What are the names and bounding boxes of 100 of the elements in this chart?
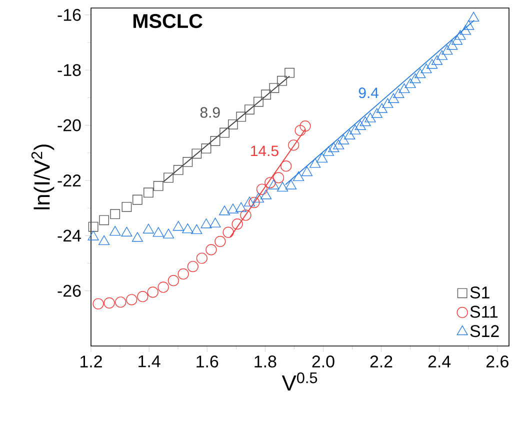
- point: [420, 63, 432, 74]
- point: [284, 68, 294, 78]
- point: [240, 210, 252, 221]
- point: [173, 165, 184, 175]
- point: [172, 221, 184, 231]
- point: [460, 25, 472, 35]
- point: [463, 20, 474, 30]
- point: [244, 196, 256, 206]
- point: [220, 128, 230, 138]
- point: [92, 298, 104, 310]
- point: [206, 244, 217, 256]
- point: [468, 12, 480, 22]
- annotation: 8.9: [200, 107, 220, 118]
- point: [316, 152, 328, 163]
- point: [122, 202, 132, 212]
- point: [182, 157, 193, 167]
- point: [388, 93, 400, 103]
- x-axis-title: V$^{0.5}$: [282, 372, 318, 391]
- point: [300, 120, 311, 132]
- point: [393, 88, 404, 98]
- point: [371, 108, 382, 118]
- point: [162, 228, 174, 238]
- point: [350, 124, 361, 134]
- y-axis-title: ln(I/V$^{2}$): [31, 144, 54, 210]
- y-tick-label: -16: [58, 8, 81, 21]
- point: [214, 236, 226, 247]
- chart-title: MSCLC: [133, 14, 202, 28]
- point: [252, 192, 264, 203]
- point: [132, 194, 142, 205]
- point: [322, 146, 334, 156]
- point: [227, 204, 238, 214]
- point: [99, 215, 110, 226]
- y-tick-label: -26: [58, 284, 81, 297]
- legend-label: S12: [470, 325, 499, 338]
- point: [398, 83, 410, 94]
- point: [268, 180, 280, 190]
- y-tick-label: -22: [58, 174, 81, 186]
- point: [110, 209, 120, 220]
- point: [269, 83, 280, 93]
- x-tick-label: 1.2: [80, 356, 102, 368]
- x-tick-label: 1.8: [254, 356, 276, 368]
- point: [182, 223, 194, 234]
- point: [360, 116, 371, 126]
- point: [201, 143, 212, 154]
- point: [168, 275, 179, 286]
- point: [328, 142, 340, 152]
- point: [260, 190, 272, 200]
- point: [196, 252, 208, 264]
- point: [248, 196, 260, 208]
- point: [200, 218, 212, 228]
- point: [310, 158, 321, 168]
- point: [426, 59, 438, 69]
- point: [147, 286, 158, 298]
- y-tick-label: -18: [58, 64, 81, 76]
- point: [288, 140, 300, 151]
- point: [210, 136, 220, 146]
- point: [142, 224, 154, 234]
- point: [285, 180, 297, 190]
- point: [364, 112, 376, 122]
- point: [264, 177, 276, 188]
- point: [222, 226, 234, 238]
- point: [280, 160, 292, 172]
- point: [137, 291, 148, 302]
- point: [228, 119, 238, 130]
- point: [376, 103, 388, 113]
- x-tick-label: 2.4: [428, 356, 451, 368]
- x-tick-label: 2.6: [486, 356, 508, 368]
- point: [115, 296, 126, 308]
- point: [236, 202, 247, 212]
- point: [272, 172, 284, 184]
- point: [431, 55, 443, 65]
- point: [218, 206, 230, 216]
- point: [236, 112, 246, 122]
- point: [126, 294, 138, 306]
- point: [446, 40, 458, 50]
- point: [153, 181, 164, 191]
- point: [244, 104, 254, 114]
- point: [191, 224, 202, 234]
- point: [88, 222, 98, 232]
- point: [354, 120, 366, 130]
- annotation: 9.4: [358, 88, 379, 98]
- point: [442, 44, 453, 55]
- point: [254, 96, 264, 107]
- point: [452, 35, 463, 45]
- annotation: 14.5: [251, 146, 278, 156]
- x-tick-label: 2.0: [312, 356, 334, 368]
- point: [344, 130, 356, 140]
- point: [88, 230, 99, 240]
- point: [404, 78, 416, 88]
- point: [164, 172, 174, 183]
- point: [178, 268, 189, 280]
- point: [104, 297, 115, 309]
- point: [144, 188, 154, 198]
- x-tick-label: 2.2: [370, 356, 392, 368]
- point: [277, 76, 287, 86]
- point: [192, 148, 202, 159]
- point: [382, 98, 394, 108]
- point: [187, 260, 198, 272]
- point: [436, 50, 448, 60]
- legend-label: S1: [470, 286, 490, 299]
